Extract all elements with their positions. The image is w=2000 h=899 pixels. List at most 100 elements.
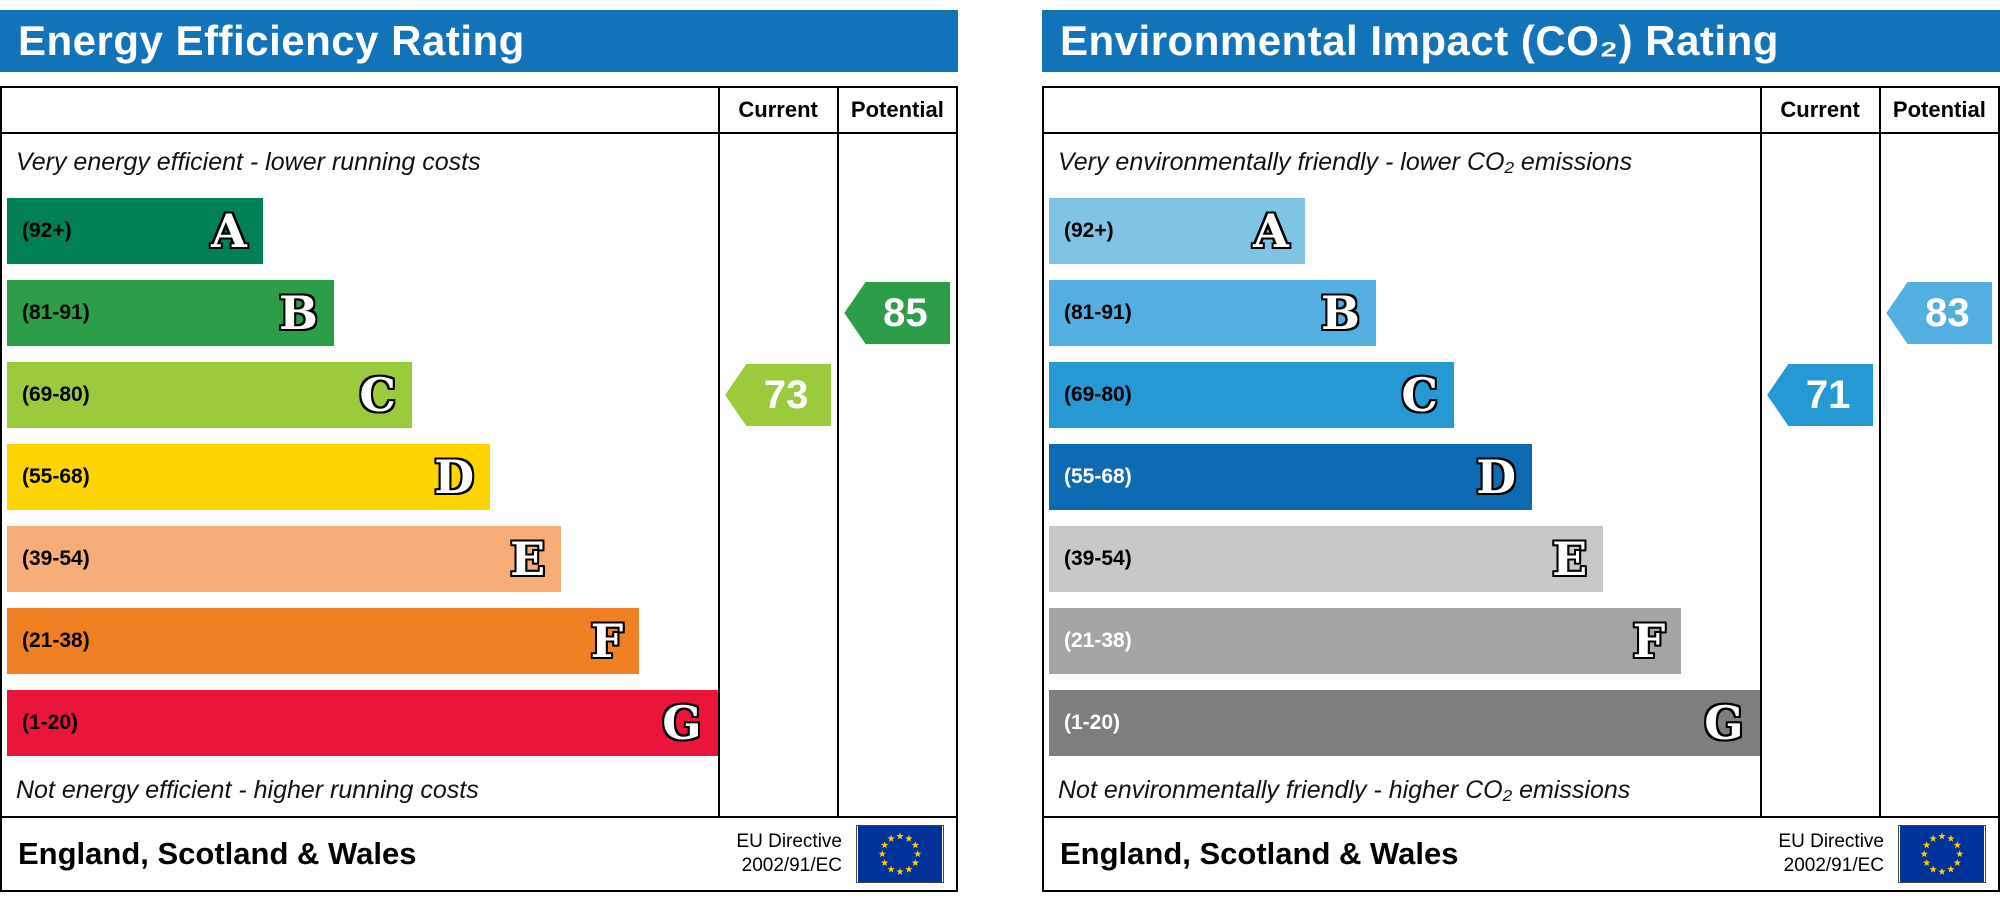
band-range-label: (69-80)	[1064, 383, 1132, 406]
band-row: (69-80) C	[2, 354, 718, 436]
band-range-label: (69-80)	[22, 383, 90, 406]
environment-chart-grid: Very environmentally friendly - lower CO…	[1044, 88, 1998, 816]
energy-band-column: Very energy efficient - lower running co…	[2, 88, 718, 816]
band-range-label: (55-68)	[22, 465, 90, 488]
current-rating-pointer: 73	[725, 364, 832, 426]
environment-current-column: Current 71	[1759, 88, 1879, 816]
energy-current-column-body: 73	[720, 134, 837, 816]
energy-chart-grid: Very energy efficient - lower running co…	[2, 88, 956, 816]
band-row: (21-38) F	[2, 600, 718, 682]
environment-potential-column-body: 83	[1881, 134, 1998, 816]
band-range-label: (21-38)	[22, 629, 90, 652]
environment-footer: England, Scotland & Wales EU Directive 2…	[1044, 816, 1998, 890]
energy-efficiency-panel: Energy Efficiency Rating Very energy eff…	[0, 10, 958, 892]
band-row: (39-54) E	[1044, 518, 1760, 600]
band-letter: C	[359, 368, 396, 422]
environment-potential-column: Potential 83	[1878, 88, 1998, 816]
band-row: (92+) A	[1044, 190, 1760, 272]
band-range-label: (39-54)	[1064, 547, 1132, 570]
band-bar: (92+) A	[1049, 198, 1305, 264]
band-row: (55-68) D	[2, 436, 718, 518]
band-bar: (81-91) B	[1049, 280, 1376, 346]
energy-bottom-caption: Not energy efficient - higher running co…	[16, 775, 479, 804]
eu-directive-line1: EU Directive	[1778, 831, 1884, 853]
band-letter: D	[1476, 450, 1517, 504]
potential-column-header: Potential	[1880, 88, 1998, 134]
band-bar: (39-54) E	[7, 526, 562, 592]
environment-title-bar: Environmental Impact (CO₂) Rating	[1042, 10, 2000, 72]
energy-top-caption: Very energy efficient - lower running co…	[16, 147, 481, 176]
band-letter: E	[510, 532, 546, 586]
band-row: (92+) A	[2, 190, 718, 272]
band-letter: B	[278, 286, 318, 340]
band-bar: (55-68) D	[7, 444, 491, 510]
band-range-label: (92+)	[22, 219, 72, 242]
energy-footer: England, Scotland & Wales EU Directive 2…	[2, 816, 956, 890]
band-letter: F	[1632, 614, 1666, 668]
band-bar: (1-20) G	[7, 690, 718, 756]
energy-chart-box: Very energy efficient - lower running co…	[0, 86, 958, 892]
band-letter: A	[1253, 204, 1289, 258]
environment-band-column-header	[1044, 88, 1760, 134]
band-row: (39-54) E	[2, 518, 718, 600]
energy-band-column-header	[2, 88, 718, 134]
band-bar: (69-80) C	[7, 362, 412, 428]
eu-flag-icon	[856, 825, 944, 883]
band-bar: (1-20) G	[1049, 690, 1760, 756]
environment-panel-title: Environmental Impact (CO₂) Rating	[1060, 17, 1779, 64]
energy-chart-body: Very energy efficient - lower running co…	[2, 134, 718, 816]
eu-directive-label: EU Directive 2002/91/EC	[736, 830, 842, 878]
potential-column-header: Potential	[838, 88, 956, 134]
energy-current-column: Current 73	[717, 88, 837, 816]
band-bar: (21-38) F	[1049, 608, 1682, 674]
band-letter: A	[211, 204, 247, 258]
band-bar: (69-80) C	[1049, 362, 1454, 428]
energy-panel-title: Energy Efficiency Rating	[18, 17, 525, 64]
band-bar: (21-38) F	[7, 608, 640, 674]
band-letter: F	[590, 614, 624, 668]
eu-directive-line1: EU Directive	[736, 831, 842, 853]
eu-directive-line2: 2002/91/EC	[1783, 855, 1884, 876]
eu-directive-line2: 2002/91/EC	[741, 855, 842, 876]
band-range-label: (81-91)	[22, 301, 90, 324]
band-row: (69-80) C	[1044, 354, 1760, 436]
band-letter: G	[662, 696, 702, 750]
environment-chart-box: Very environmentally friendly - lower CO…	[1042, 86, 2000, 892]
environment-current-column-body: 71	[1762, 134, 1879, 816]
band-letter: E	[1552, 532, 1588, 586]
band-row: (1-20) G	[2, 682, 718, 764]
environment-chart-body: Very environmentally friendly - lower CO…	[1044, 134, 1760, 816]
band-range-label: (39-54)	[22, 547, 90, 570]
environmental-impact-panel: Environmental Impact (CO₂) Rating Very e…	[1042, 10, 2000, 892]
band-range-label: (55-68)	[1064, 465, 1132, 488]
environment-bottom-caption: Not environmentally friendly - higher CO…	[1058, 775, 1631, 804]
energy-potential-column-body: 85	[839, 134, 956, 816]
band-bar: (39-54) E	[1049, 526, 1604, 592]
band-row: (81-91) B	[1044, 272, 1760, 354]
band-letter: D	[434, 450, 475, 504]
band-row: (81-91) B	[2, 272, 718, 354]
environment-band-column: Very environmentally friendly - lower CO…	[1044, 88, 1760, 816]
current-column-header: Current	[1761, 88, 1879, 134]
band-bar: (81-91) B	[7, 280, 334, 346]
eu-directive-label: EU Directive 2002/91/EC	[1778, 830, 1884, 878]
band-range-label: (1-20)	[22, 711, 79, 734]
band-row: (21-38) F	[1044, 600, 1760, 682]
region-label: England, Scotland & Wales	[1060, 836, 1459, 871]
band-letter: G	[1704, 696, 1744, 750]
band-letter: C	[1401, 368, 1438, 422]
environment-top-caption: Very environmentally friendly - lower CO…	[1058, 147, 1633, 176]
potential-rating-pointer: 85	[844, 282, 951, 344]
band-range-label: (21-38)	[1064, 629, 1132, 652]
region-label: England, Scotland & Wales	[18, 836, 417, 871]
band-range-label: (92+)	[1064, 219, 1114, 242]
band-row: (55-68) D	[1044, 436, 1760, 518]
current-column-header: Current	[719, 88, 837, 134]
band-letter: B	[1320, 286, 1360, 340]
current-rating-pointer: 71	[1767, 364, 1874, 426]
energy-potential-column: Potential 85	[836, 88, 956, 816]
band-row: (1-20) G	[1044, 682, 1760, 764]
band-range-label: (1-20)	[1064, 711, 1121, 734]
potential-rating-pointer: 83	[1886, 282, 1993, 344]
